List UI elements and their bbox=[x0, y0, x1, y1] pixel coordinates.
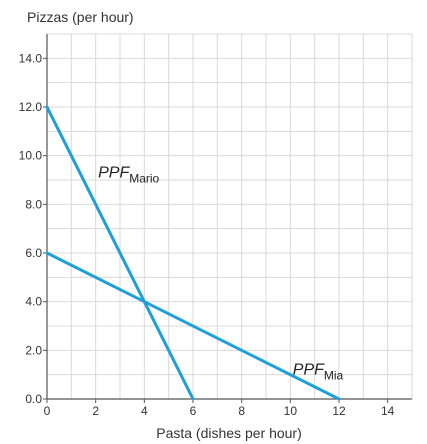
y-tick-label: 12.0 bbox=[19, 100, 43, 114]
y-tick-label: 8.0 bbox=[25, 197, 42, 211]
ppf-mia-label: PPFMia bbox=[293, 362, 344, 383]
ppf-mario-line bbox=[45, 105, 195, 401]
y-tick-label: 2.0 bbox=[25, 343, 42, 357]
y-axis-title: Pizzas (per hour) bbox=[27, 9, 134, 25]
tick-labels: 0 2 4 6 8 10 12 14 0.0 2.0 4.0 6.0 8.0 10.0 12.0 14.0 bbox=[19, 51, 395, 418]
ppf-mia-line bbox=[45, 251, 341, 401]
y-tick-label: 0.0 bbox=[25, 392, 42, 406]
x-tick-label: 12 bbox=[332, 404, 346, 418]
x-axis-title: Pasta (dishes per hour) bbox=[156, 425, 302, 441]
y-tick-label: 14.0 bbox=[19, 51, 43, 65]
grid bbox=[47, 33, 413, 399]
y-tick-label: 6.0 bbox=[25, 246, 42, 260]
x-tick-label: 6 bbox=[190, 404, 197, 418]
x-tick-label: 4 bbox=[141, 404, 148, 418]
x-tick-label: 8 bbox=[238, 404, 245, 418]
x-tick-label: 2 bbox=[92, 404, 99, 418]
y-tick-label: 10.0 bbox=[19, 149, 43, 163]
ppf-mario-label: PPFMario bbox=[98, 165, 159, 186]
x-tick-label: 0 bbox=[44, 404, 51, 418]
series-lines bbox=[45, 105, 341, 401]
axes bbox=[43, 34, 412, 403]
series-labels: PPFMario PPFMia bbox=[98, 165, 343, 383]
x-tick-label: 10 bbox=[284, 404, 298, 418]
x-tick-label: 14 bbox=[381, 404, 395, 418]
y-tick-label: 4.0 bbox=[25, 295, 42, 309]
